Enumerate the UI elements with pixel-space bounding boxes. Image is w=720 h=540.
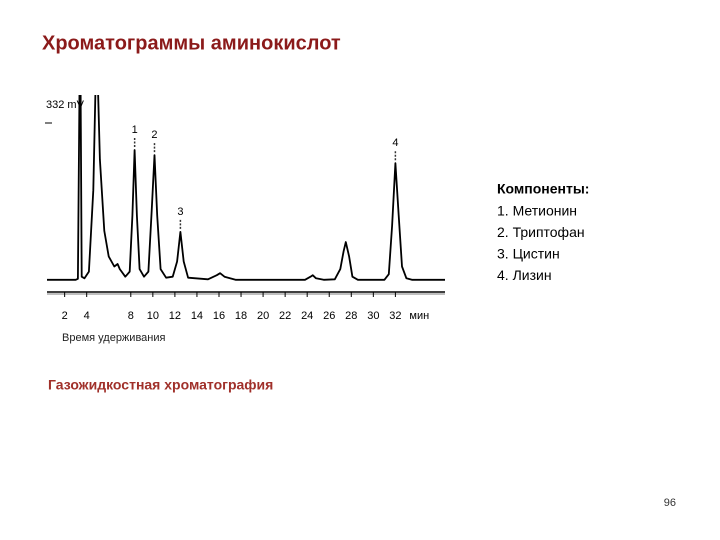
x-tick-label: 32 — [389, 310, 401, 322]
component-item: 4. Лизин — [497, 267, 552, 283]
components-list: 1. Метионин 2. Триптофан 3. Цистин 4. Лизин — [497, 203, 585, 284]
x-axis-label: Время удерживания — [62, 332, 165, 344]
x-tick-label: 2 — [62, 310, 68, 322]
x-tick-label: 26 — [323, 310, 335, 322]
subtitle: Газожидкостная хроматография — [48, 377, 273, 393]
x-tick-label: 8 — [128, 310, 134, 322]
x-tick-label: 30 — [367, 310, 379, 322]
components-heading: Компоненты: — [497, 181, 589, 197]
component-item: 3. Цистин — [497, 246, 560, 262]
x-tick-label: 12 — [169, 310, 181, 322]
slide-title: Хроматограммы аминокислот — [42, 32, 341, 54]
x-unit-label: мин — [409, 310, 429, 322]
x-tick-label: 14 — [191, 310, 203, 322]
y-tick-label: 332 mV — [46, 99, 85, 111]
component-item: 1. Метионин — [497, 203, 577, 219]
x-tick-label: 22 — [279, 310, 291, 322]
x-tick-label: 4 — [84, 310, 90, 322]
x-tick-label: 10 — [147, 310, 159, 322]
peak-label: 3 — [177, 206, 183, 218]
x-tick-label: 24 — [301, 310, 313, 322]
x-tick-label: 16 — [213, 310, 225, 322]
signal-line — [47, 95, 445, 281]
peak-label: 4 — [392, 137, 398, 149]
page-number: 96 — [664, 497, 676, 509]
x-tick-label: 28 — [345, 310, 357, 322]
x-tick-label: 18 — [235, 310, 247, 322]
component-item: 2. Триптофан — [497, 224, 585, 240]
peak-label: 2 — [151, 129, 157, 141]
peak-label: 1 — [132, 124, 138, 136]
x-tick-label: 20 — [257, 310, 269, 322]
plot-area — [47, 95, 445, 281]
